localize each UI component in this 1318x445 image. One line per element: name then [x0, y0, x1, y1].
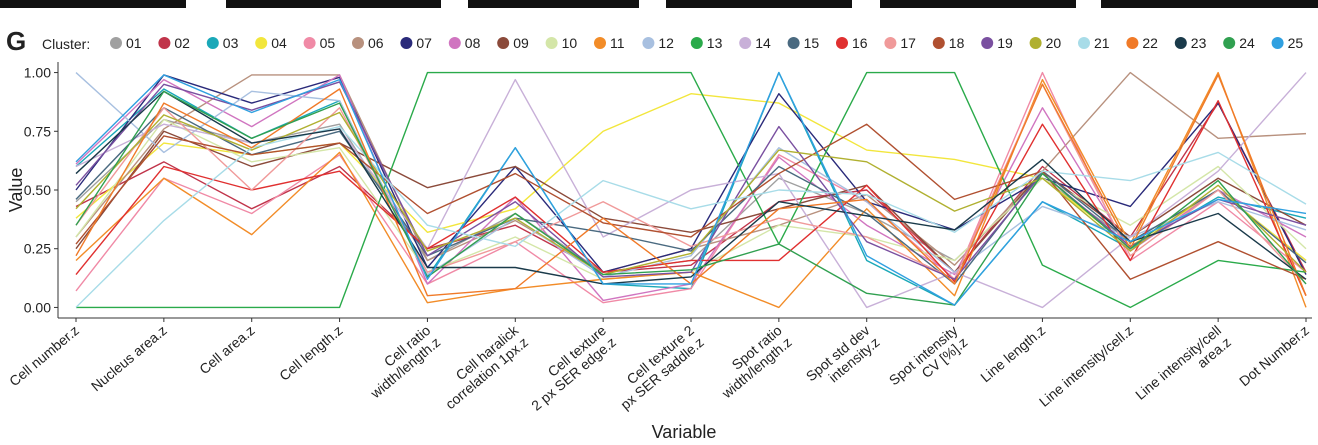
legend-swatch: [884, 37, 896, 49]
legend-swatch: [352, 37, 364, 49]
legend-swatch: [304, 37, 316, 49]
legend-label: 07: [416, 35, 432, 51]
legend-label: 08: [465, 35, 481, 51]
legend-swatch: [933, 37, 945, 49]
legend-label: 25: [1288, 35, 1304, 51]
x-tick-label: Line intensity/cell.z: [1036, 322, 1136, 410]
legend-label: 16: [852, 35, 868, 51]
legend-swatch: [497, 37, 509, 49]
panel-label: G: [6, 26, 26, 56]
legend-swatch: [207, 37, 219, 49]
legend-title: Cluster:: [42, 36, 90, 52]
legend-swatch: [1078, 37, 1090, 49]
x-tick-label: Cell number.z: [6, 322, 82, 389]
legend-swatch: [691, 37, 703, 49]
x-tick-label: Line intensity/cellarea.z: [1132, 322, 1234, 415]
x-tick-label: Cell length.z: [276, 322, 345, 384]
legend-swatch: [836, 37, 848, 49]
legend-swatch: [400, 37, 412, 49]
x-tick-label: Cell texture2 px SER edge.z: [518, 322, 619, 414]
y-tick-label: 0.00: [24, 299, 51, 315]
legend-label: 15: [804, 35, 820, 51]
legend-label: 01: [126, 35, 142, 51]
legend-swatch: [1126, 37, 1138, 49]
legend-label: 14: [755, 35, 771, 51]
legend-label: 03: [223, 35, 239, 51]
y-tick-label: 0.75: [24, 123, 51, 139]
x-tick-label: Spot ratiowidth/length.z: [708, 322, 795, 402]
legend-label: 20: [1046, 35, 1062, 51]
legend-swatch: [1030, 37, 1042, 49]
legend-label: 19: [997, 35, 1013, 51]
x-tick-label: Cell ratiowidth/length.z: [357, 322, 444, 402]
legend-label: 23: [1191, 35, 1207, 51]
x-tick-label: Spot intensityCV [%].z: [886, 322, 971, 400]
chart: G Cluster: Value Variable 01020304050607…: [0, 0, 1318, 445]
y-tick-label: 0.50: [24, 182, 51, 198]
legend-label: 12: [658, 35, 674, 51]
legend-label: 22: [1142, 35, 1158, 51]
legend-swatch: [1175, 37, 1187, 49]
legend-swatch: [788, 37, 800, 49]
legend-swatch: [594, 37, 606, 49]
series-line: [76, 82, 1306, 279]
legend-swatch: [158, 37, 170, 49]
x-tick-label: Dot Number.z: [1236, 322, 1312, 389]
legend-label: 06: [368, 35, 384, 51]
legend-swatch: [981, 37, 993, 49]
x-tick-label: Spot std devintensity.z: [803, 322, 883, 396]
legend-label: 18: [949, 35, 965, 51]
legend-swatch: [546, 37, 558, 49]
image-strip: [0, 0, 1318, 8]
legend-label: 02: [174, 35, 190, 51]
legend-swatch: [449, 37, 461, 49]
x-tick-label: Nucleus area.z: [88, 322, 170, 394]
y-tick-label: 1.00: [24, 65, 51, 81]
legend-swatch: [255, 37, 267, 49]
series-lines: [76, 73, 1306, 308]
legend-label: 09: [513, 35, 529, 51]
legend-label: 04: [271, 35, 287, 51]
x-tick-label: Line length.z: [977, 322, 1048, 385]
legend-swatch: [739, 37, 751, 49]
legend-label: 05: [320, 35, 336, 51]
x-tick-label: Cell area.z: [196, 322, 258, 377]
legend-swatch: [642, 37, 654, 49]
legend-label: 11: [610, 35, 625, 51]
x-axis-title: Variable: [652, 422, 717, 442]
legend-swatch: [1223, 37, 1235, 49]
x-tick-label: Cell texture 2px SER saddle.z: [607, 322, 707, 413]
legend-label: 21: [1094, 35, 1110, 51]
legend-label: 24: [1239, 35, 1255, 51]
legend-label: 10: [562, 35, 578, 51]
legend-swatch: [110, 37, 122, 49]
series-line: [76, 91, 1306, 305]
y-tick-label: 0.25: [24, 241, 51, 257]
series-line: [76, 101, 1306, 296]
legend-label: 13: [707, 35, 723, 51]
legend-swatch: [1272, 37, 1284, 49]
legend-label: 17: [900, 35, 916, 51]
page: {"panel_label": "G", "chart_data": {"typ…: [0, 0, 1318, 445]
x-tick-label: Cell haralickcorrelation 1px.z: [432, 321, 532, 412]
